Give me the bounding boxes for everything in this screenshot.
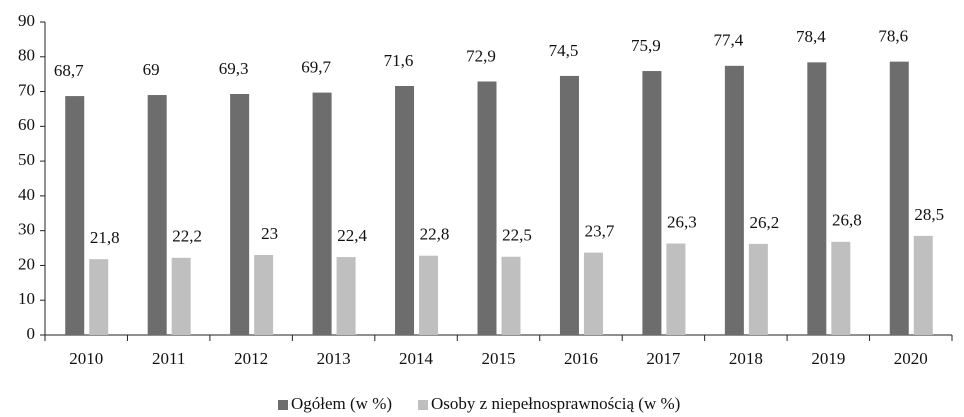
y-tick-label: 90 — [18, 11, 35, 30]
x-tick-label: 2020 — [894, 349, 928, 368]
value-label: 68,7 — [54, 61, 84, 80]
bar — [312, 92, 332, 335]
y-tick-label: 0 — [27, 324, 36, 343]
bar — [807, 62, 827, 335]
bar — [419, 255, 439, 335]
value-label: 23 — [261, 224, 278, 243]
value-label: 28,5 — [914, 205, 944, 224]
bar — [748, 243, 768, 335]
x-tick-label: 2013 — [317, 349, 351, 368]
y-tick-label: 70 — [18, 80, 35, 99]
value-label: 71,6 — [384, 51, 414, 70]
value-label: 21,8 — [90, 228, 120, 247]
y-tick-label: 20 — [18, 254, 35, 273]
bar — [583, 252, 603, 335]
value-label: 22,8 — [420, 225, 450, 244]
bar — [477, 81, 497, 335]
x-tick-label: 2011 — [152, 349, 185, 368]
bar — [666, 243, 686, 335]
bar — [395, 85, 415, 335]
value-label: 26,8 — [832, 211, 862, 230]
value-label: 26,2 — [749, 213, 779, 232]
bar — [642, 71, 662, 335]
bar — [336, 257, 356, 335]
bar — [89, 259, 109, 335]
x-tick-label: 2018 — [729, 349, 763, 368]
bar — [254, 255, 274, 335]
bar — [230, 93, 250, 336]
bar — [501, 256, 521, 335]
bar — [889, 61, 909, 335]
bar — [171, 257, 191, 335]
y-tick-label: 60 — [18, 115, 35, 134]
x-tick-label: 2016 — [564, 349, 598, 368]
x-tick-label: 2015 — [482, 349, 516, 368]
x-tick-label: 2019 — [811, 349, 845, 368]
y-tick-label: 50 — [18, 150, 35, 169]
value-label: 22,2 — [172, 227, 202, 246]
y-tick-label: 10 — [18, 289, 35, 308]
value-label: 74,5 — [549, 41, 579, 60]
legend-label: Ogółem (w %) — [291, 394, 392, 413]
legend-label: Osoby z niepełnosprawnością (w %) — [431, 394, 680, 413]
x-tick-label: 2014 — [399, 349, 434, 368]
value-label: 22,4 — [337, 226, 367, 245]
value-label: 26,3 — [667, 212, 697, 231]
x-tick-label: 2017 — [646, 349, 681, 368]
value-label: 78,6 — [878, 27, 908, 46]
x-tick-label: 2012 — [234, 349, 268, 368]
bar — [913, 235, 933, 335]
y-tick-label: 40 — [18, 185, 35, 204]
value-label: 23,7 — [585, 221, 615, 240]
legend-swatch — [278, 400, 288, 410]
value-label: 69,7 — [301, 58, 331, 77]
value-label: 75,9 — [631, 36, 661, 55]
bar — [831, 241, 851, 335]
value-label: 22,5 — [502, 226, 532, 245]
bar — [147, 95, 167, 336]
y-tick-label: 80 — [18, 46, 35, 65]
y-tick-label: 30 — [18, 220, 35, 239]
value-label: 78,4 — [796, 27, 826, 46]
legend-swatch — [418, 400, 429, 410]
x-tick-label: 2010 — [69, 349, 103, 368]
bar — [724, 65, 744, 335]
value-label: 69,3 — [219, 59, 249, 78]
value-label: 77,4 — [713, 31, 743, 50]
value-label: 72,9 — [466, 46, 496, 65]
bar — [65, 96, 85, 336]
value-label: 69 — [143, 60, 160, 79]
bar — [559, 75, 579, 336]
